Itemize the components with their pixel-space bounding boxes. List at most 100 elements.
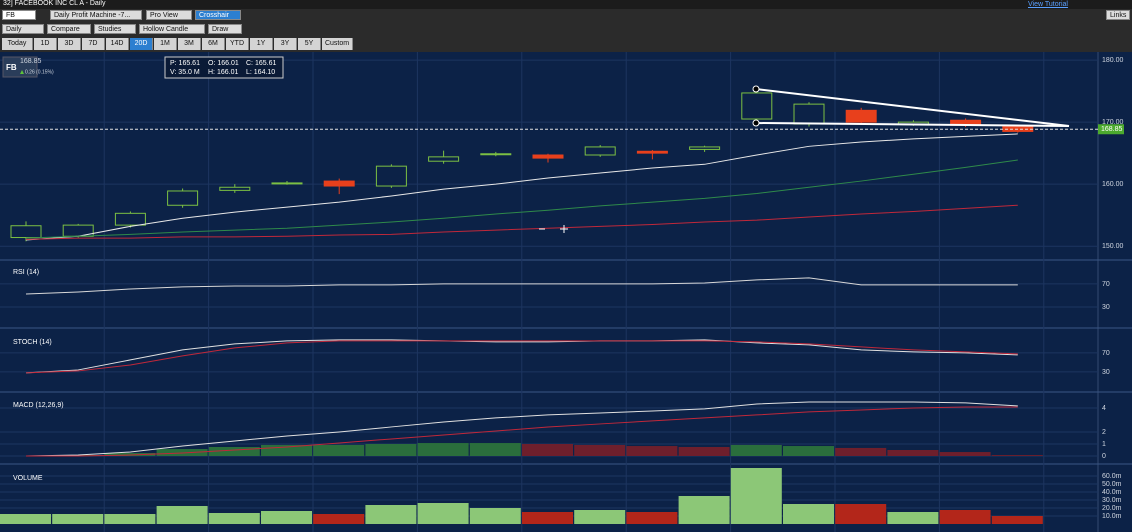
last-price-label: 168.85: [1101, 126, 1123, 133]
crosshair-button[interactable]: Crosshair: [195, 10, 241, 20]
bar: [156, 506, 208, 524]
tooltip-item: O: 166.01: [208, 60, 239, 67]
tooltip: P: 165.61 O: 166.01 C: 165.61 V: 35.0 M H: 1…: [170, 60, 276, 76]
series-line: [25, 159, 1018, 239]
y-tick-label: 0: [1102, 453, 1106, 460]
compare-select[interactable]: Compare: [47, 24, 91, 34]
y-tick-label: 70: [1102, 350, 1110, 357]
series-line: [25, 340, 1018, 374]
range-tab[interactable]: Custom: [322, 38, 353, 50]
candle-body: [584, 146, 616, 156]
bar: [939, 452, 991, 456]
trend-line: [755, 122, 1070, 127]
change-label: 0.26 (0.15%): [25, 69, 54, 75]
bar: [835, 447, 887, 456]
interval-select[interactable]: Daily: [2, 24, 44, 34]
view-select[interactable]: Pro View: [146, 10, 192, 20]
bar: [730, 468, 782, 524]
cursor: [539, 225, 568, 233]
bar: [991, 516, 1043, 524]
bar: [574, 510, 626, 524]
y-tick-label: 170.00: [1102, 119, 1124, 126]
bar: [417, 503, 469, 524]
series-line: [25, 133, 1018, 241]
range-tab[interactable]: Today: [2, 38, 33, 50]
bar: [104, 452, 156, 456]
tooltip-item: C: 165.61: [246, 60, 276, 67]
y-tick-label: 30: [1102, 304, 1110, 311]
tooltip-box: [164, 56, 284, 79]
bar: [469, 508, 521, 524]
bar: [678, 496, 730, 524]
toolbar-2: Daily Compare Studies Hollow Candle Draw: [0, 22, 1132, 36]
style-select[interactable]: Hollow Candle: [139, 24, 205, 34]
bar: [783, 504, 834, 524]
y-tick-label: 160.00: [1102, 181, 1124, 188]
bar: [104, 514, 156, 524]
bar: [469, 443, 521, 456]
bar: [313, 514, 365, 524]
y-tick-label: 30: [1102, 369, 1110, 376]
chart: 150.00 160.00 170.00 180.00 168.85 30 70 RSI (1…: [0, 52, 1132, 532]
bar: [261, 511, 312, 524]
series-line: [26, 406, 1018, 457]
studies-select[interactable]: Studies: [94, 24, 136, 34]
y-tick-label: 150.00: [1102, 243, 1124, 250]
y-tick-label: 40.0m: [1102, 489, 1122, 496]
bar: [208, 513, 260, 524]
bar: [365, 443, 417, 456]
bar: [678, 446, 730, 456]
tooltip-item: V: 35.0 M: [170, 69, 200, 76]
trend-handle[interactable]: [752, 85, 760, 93]
up-arrow: [20, 70, 24, 74]
range-tab[interactable]: 3D: [58, 38, 81, 50]
template-select[interactable]: Daily Profit Machine -7...: [50, 10, 142, 20]
range-tab[interactable]: 3M: [178, 38, 201, 50]
tooltip-item: P: 165.61: [170, 60, 200, 67]
series-line: [25, 204, 1018, 240]
series-line: [25, 277, 1018, 295]
bar: [208, 446, 260, 456]
range-tab[interactable]: YTD: [226, 38, 249, 50]
candle-body: [689, 146, 721, 150]
range-tab[interactable]: 6M: [202, 38, 225, 50]
bar: [939, 510, 991, 524]
last-price: 168.85: [20, 58, 42, 65]
range-tab[interactable]: 7D: [82, 38, 105, 50]
plots: 150.00 160.00 170.00 180.00 168.85 30 70 RSI (1…: [0, 57, 1124, 524]
bar: [783, 446, 834, 456]
candle-body: [428, 156, 460, 162]
bar: [887, 512, 939, 524]
bar: [887, 449, 939, 456]
candle-body: [271, 182, 303, 185]
panel-title: RSI (14): [13, 269, 39, 276]
info-box: [2, 56, 38, 78]
links-button[interactable]: Links: [1106, 10, 1130, 20]
bar: [52, 514, 104, 524]
y-tick-label: 20.0m: [1102, 505, 1122, 512]
tooltip-item: L: 164.10: [246, 69, 275, 76]
series-line: [25, 339, 1018, 374]
range-tab[interactable]: 1Y: [250, 38, 273, 50]
symbol-input[interactable]: FB: [2, 10, 36, 20]
range-tab[interactable]: 3Y: [274, 38, 297, 50]
range-tab[interactable]: 1D: [34, 38, 57, 50]
y-tick-label: 10.0m: [1102, 513, 1122, 520]
symbol-label: FB: [6, 63, 17, 72]
y-tick-label: 70: [1102, 281, 1110, 288]
candle-body: [532, 154, 564, 159]
range-tab[interactable]: 1M: [154, 38, 177, 50]
range-tab[interactable]: 5Y: [298, 38, 321, 50]
bar: [835, 504, 887, 524]
range-tab[interactable]: 14D: [106, 38, 129, 50]
bar: [313, 444, 365, 456]
view-tutorial[interactable]: View Tutorial: [1028, 1, 1068, 8]
vertical-grid: [103, 52, 1045, 532]
candle-body: [167, 190, 199, 206]
trend-handle[interactable]: [752, 119, 760, 127]
range-tab[interactable]: 20D: [130, 38, 153, 50]
bar: [730, 444, 782, 456]
draw-button[interactable]: Draw: [208, 24, 242, 34]
window-title: 32] FACEBOOK INC CL A - Daily: [3, 0, 106, 7]
